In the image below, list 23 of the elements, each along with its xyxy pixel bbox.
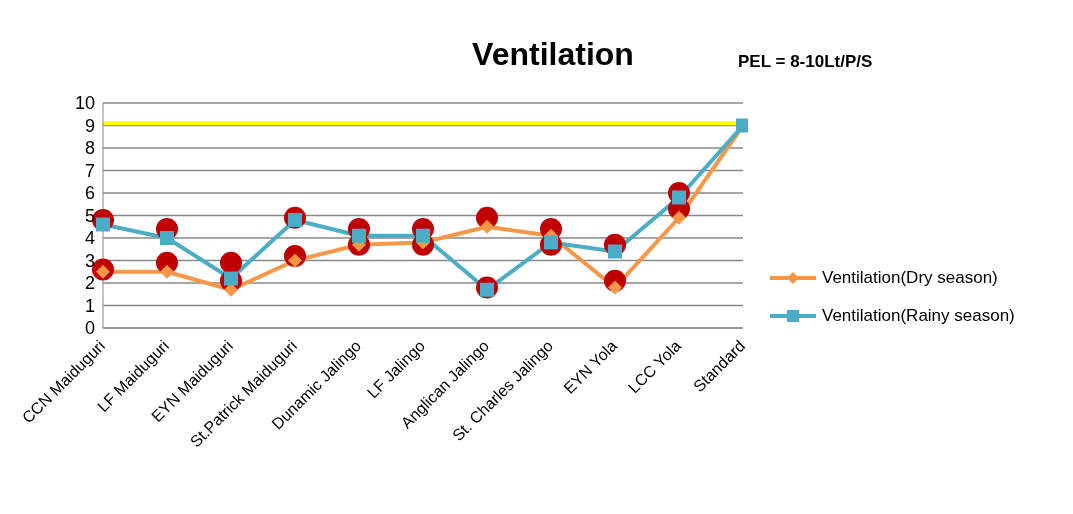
y-tick-label: 0 — [84, 318, 95, 339]
point — [480, 219, 494, 234]
y-tick-label: 8 — [84, 138, 95, 159]
point — [352, 228, 366, 243]
y-tick-label: 6 — [84, 183, 95, 204]
y-tick-label: 1 — [84, 295, 95, 316]
point — [672, 210, 686, 225]
y-tick-label: 2 — [84, 273, 95, 294]
y-tick-label: 3 — [84, 250, 95, 271]
point — [416, 228, 430, 243]
y-tick-label: 4 — [84, 228, 95, 249]
point — [220, 251, 242, 274]
y-tick-label: 7 — [84, 160, 95, 181]
y-tick-label: 5 — [84, 205, 95, 226]
y-tick-label: 9 — [84, 115, 95, 136]
point — [608, 244, 622, 259]
chart-title: Ventilation — [471, 36, 635, 73]
legend-label: Ventilation(Rainy season) — [822, 306, 1015, 326]
point — [160, 264, 174, 279]
text: PEL = 8-10Lt/P/S — [738, 52, 873, 72]
point — [160, 231, 174, 245]
legend-label: Ventilation(Dry season) — [822, 268, 998, 288]
y-tick-label: 10 — [74, 93, 95, 114]
